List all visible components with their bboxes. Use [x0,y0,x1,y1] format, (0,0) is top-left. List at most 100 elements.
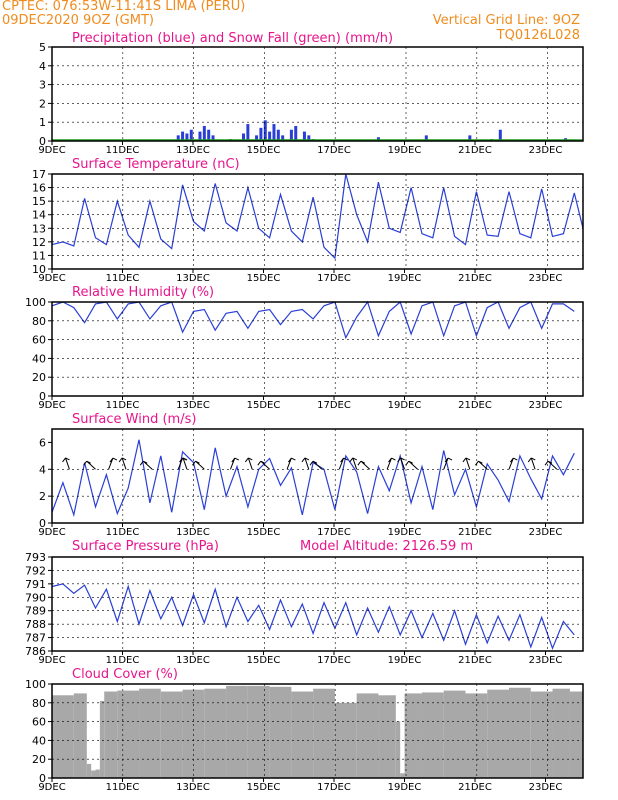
y-tick-label: 13 [32,222,46,235]
precip-bar [307,135,311,141]
precip-bar [294,125,298,141]
cloud-frame [51,683,584,779]
cloud-cover-bar [465,693,488,778]
x-tick-label: 21DEC [458,273,492,284]
x-tick-label: 9DEC [38,400,65,411]
x-tick-label: 15DEC [247,400,281,411]
precipitation-title: Precipitation (blue) and Snow Fall (gree… [72,31,393,46]
cloud-cover-bar [104,691,118,778]
cloud-cover-bar [530,691,553,778]
cloud-cover-bar [247,685,270,778]
cloud-cover-bar [86,763,92,778]
precip-bar [302,131,306,141]
wind-arrow [179,457,188,470]
pressure-title: Surface Pressure (hPa) [72,539,219,554]
wind-arrow [527,457,536,470]
cloud-cover-bar [226,685,248,778]
temperature-panel: Surface Temperature (nC)1011121314151617… [32,157,584,284]
cloud-cover-bar [117,690,140,778]
y-tick-label: 80 [32,315,46,328]
precip-bar [181,131,185,141]
x-tick-label: 15DEC [247,527,281,538]
cloud-cover-bar [356,693,379,778]
wind-arrow [405,460,418,470]
cloud-cover-bar [509,687,531,778]
x-tick-label: 9DEC [38,782,65,793]
x-tick-label: 17DEC [317,782,351,793]
meteogram-panels: Precipitation (blue) and Snow Fall (gree… [25,31,584,793]
x-tick-label: 9DEC [38,655,65,666]
x-tick-label: 23DEC [529,273,563,284]
x-tick-label: 19DEC [388,145,422,156]
wind-arrow [108,457,118,470]
precipitation-frame [51,46,584,142]
x-tick-label: 17DEC [317,527,351,538]
y-tick-label: 80 [32,697,46,710]
cloud-cover-bar [269,686,292,778]
wind-arrow [397,457,406,470]
temperature-frame [51,173,584,270]
cloud-cover-bar [204,688,227,778]
y-tick-label: 788 [25,618,46,631]
cloud-cover-bar [160,691,183,778]
x-tick-label: 15DEC [247,782,281,793]
x-tick-label: 11DEC [106,273,140,284]
y-tick-label: 0 [39,390,46,403]
wind-arrow [357,460,371,470]
wind-arrow [443,457,453,470]
wind-arrow [139,460,153,470]
cloud-cover-bar [487,689,510,778]
cloud-cover-bar [99,700,105,778]
y-tick-label: 786 [25,645,46,658]
precip-bar [468,135,472,141]
x-tick-label: 11DEC [106,527,140,538]
precip-bar [198,131,202,141]
wind-arrow [257,460,270,470]
x-tick-label: 17DEC [317,273,351,284]
y-tick-label: 1 [39,116,46,129]
x-tick-label: 21DEC [458,655,492,666]
x-tick-label: 13DEC [176,273,210,284]
cloud-panel: Cloud Cover (%) 0 20 40 60 80 100 9DEC 11DEC 13DE… [25,667,584,793]
wind-arrow [544,460,558,470]
x-tick-label: 13DEC [176,145,210,156]
wind-arrow [508,457,518,470]
y-tick-label: 792 [25,564,46,577]
y-tick-label: 3 [39,79,46,92]
y-tick-label: 0 [39,772,46,785]
cloud-cover-bar [291,691,314,778]
cloud-cover-bar [404,693,422,778]
cloud-cover-bar [569,691,583,778]
model-altitude-label: Model Altitude: 2126.59 m [300,539,473,554]
y-tick-label: 6 [39,436,46,449]
precip-bar [246,124,250,141]
precip-bar [376,137,380,141]
y-tick-label: 4 [39,463,46,476]
y-tick-label: 4 [39,60,46,73]
x-tick-label: 23DEC [529,782,563,793]
pressure-series [51,583,575,650]
y-tick-label: 60 [32,716,46,729]
precip-bar [268,131,272,141]
humidity-frame [51,301,584,397]
x-tick-label: 9DEC [38,145,65,156]
precip-bar [211,135,215,141]
x-tick-label: 13DEC [176,655,210,666]
humidity-title: Relative Humidity (%) [72,285,214,300]
precip-bar [289,129,293,141]
y-tick-label: 2 [39,490,46,503]
x-tick-label: 23DEC [529,527,563,538]
y-tick-label: 11 [32,249,46,262]
precip-bar [276,129,280,141]
precip-bar [185,133,189,141]
wind-arrow [244,457,253,470]
x-tick-label: 9DEC [38,527,65,538]
wind-arrow [286,457,296,470]
y-tick-label: 10 [32,263,46,276]
y-tick-label: 20 [32,753,46,766]
y-tick-label: 2 [39,97,46,110]
y-tick-label: 100 [25,678,46,691]
y-tick-label: 791 [25,578,46,591]
wind-panel: Surface Wind (m/s) 0 2 4 6 9DEC 11DEC 13DEC 15DE… [38,412,584,538]
